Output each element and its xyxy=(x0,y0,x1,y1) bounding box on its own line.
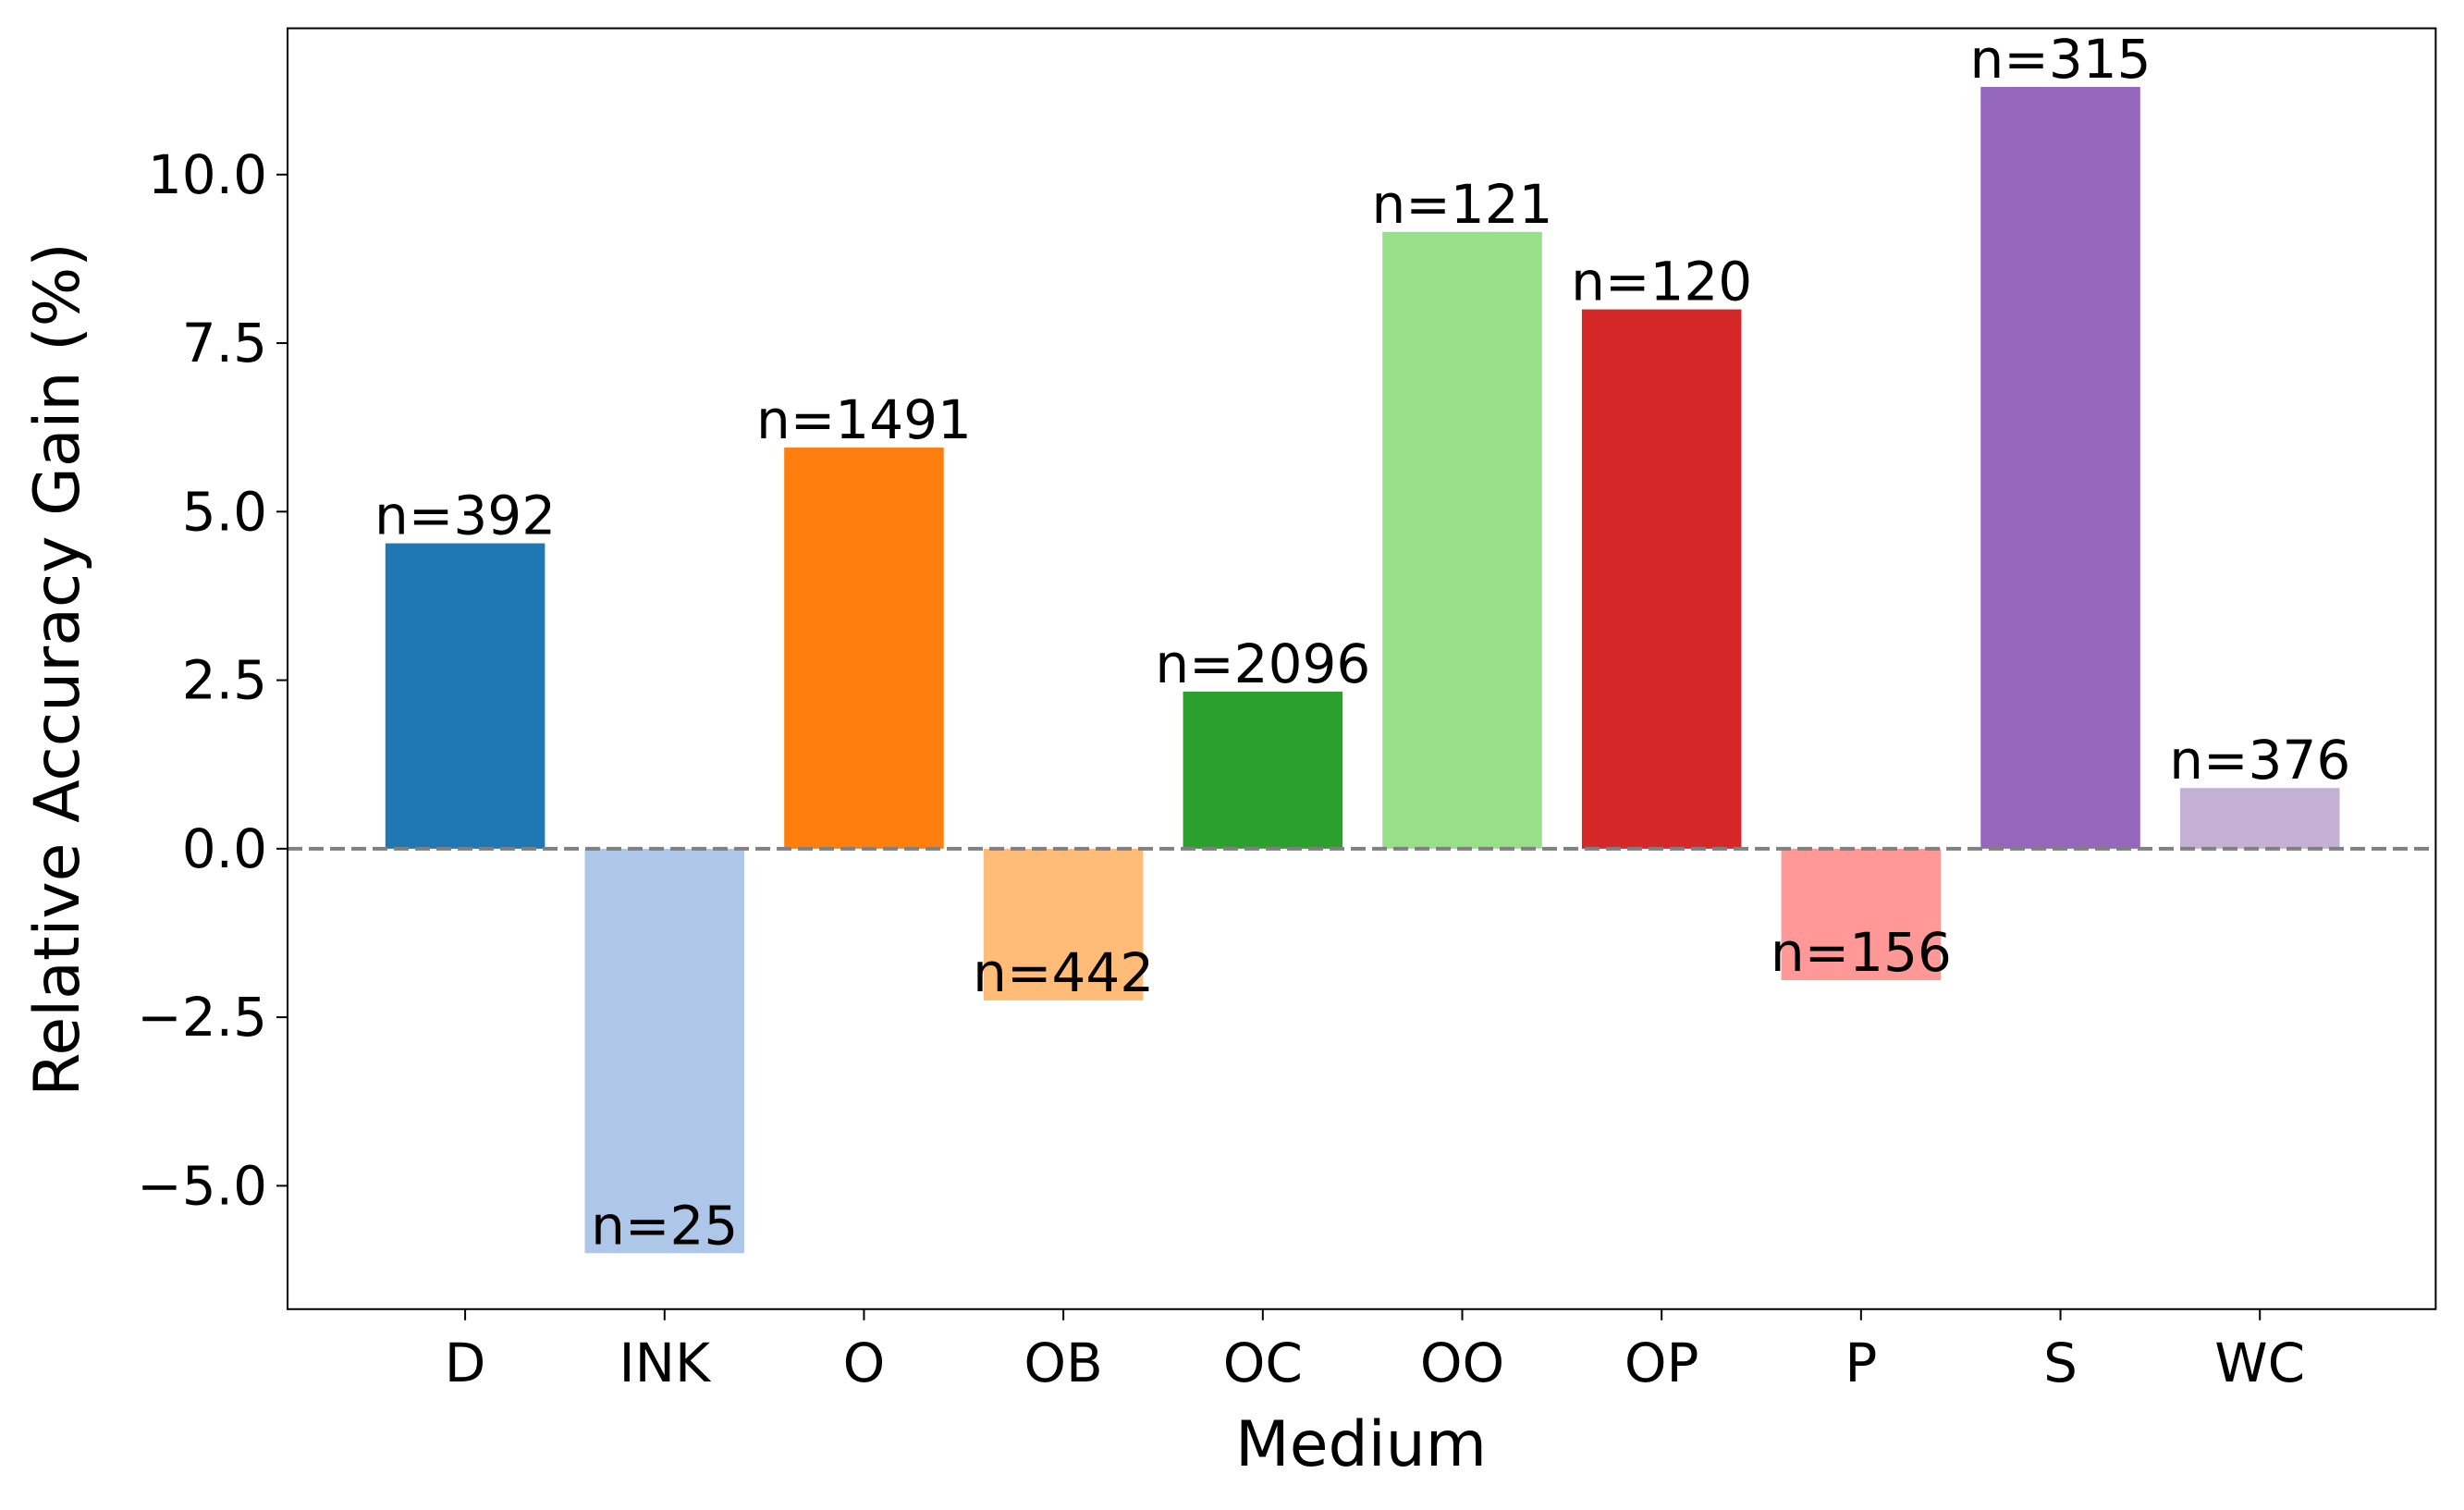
bar xyxy=(385,543,546,849)
bar-annotation: n=315 xyxy=(1970,28,2151,91)
y-tick-label: 2.5 xyxy=(182,649,267,712)
bar xyxy=(584,848,745,1254)
bar xyxy=(983,848,1144,1001)
bar xyxy=(1382,231,1542,849)
bar xyxy=(1781,848,1942,981)
bar xyxy=(784,448,944,849)
bar xyxy=(1581,309,1742,849)
bar-annotation: n=121 xyxy=(1371,173,1552,236)
bar-annotation: n=442 xyxy=(973,941,1154,1004)
x-tick-label: O xyxy=(843,1332,886,1394)
x-tick-label: P xyxy=(1845,1332,1877,1394)
bar-annotation: n=156 xyxy=(1771,921,1952,984)
x-tick-label: OC xyxy=(1223,1332,1303,1394)
plot-frame xyxy=(287,27,2437,1310)
x-tick-label: OP xyxy=(1624,1332,1699,1394)
bar-annotation: n=376 xyxy=(2169,729,2350,792)
y-tick-label: 10.0 xyxy=(148,143,267,206)
bar-annotation: n=392 xyxy=(374,485,556,547)
x-tick-label: INK xyxy=(619,1332,712,1394)
y-tick-label: −5.0 xyxy=(137,1154,267,1217)
x-axis-label: Medium xyxy=(1235,1408,1487,1481)
bar xyxy=(1980,87,2140,849)
y-tick-label: 0.0 xyxy=(182,817,267,880)
x-tick-label: D xyxy=(445,1332,486,1394)
bar-annotation: n=120 xyxy=(1571,251,1752,313)
x-tick-label: OO xyxy=(1420,1332,1504,1394)
bar-annotation: n=25 xyxy=(591,1194,738,1257)
bar-annotation: n=2096 xyxy=(1155,632,1370,695)
x-tick-label: S xyxy=(2043,1332,2078,1394)
x-tick-label: WC xyxy=(2214,1332,2305,1394)
x-tick-label: OB xyxy=(1024,1332,1102,1394)
y-tick-label: −2.5 xyxy=(137,986,267,1049)
y-tick-label: 5.0 xyxy=(182,480,267,543)
y-axis-label: Relative Accuracy Gain (%) xyxy=(21,242,94,1097)
bar xyxy=(2179,788,2340,849)
bar-annotation: n=1491 xyxy=(756,388,972,451)
bar xyxy=(1183,691,1343,849)
y-tick-label: 7.5 xyxy=(182,312,267,374)
